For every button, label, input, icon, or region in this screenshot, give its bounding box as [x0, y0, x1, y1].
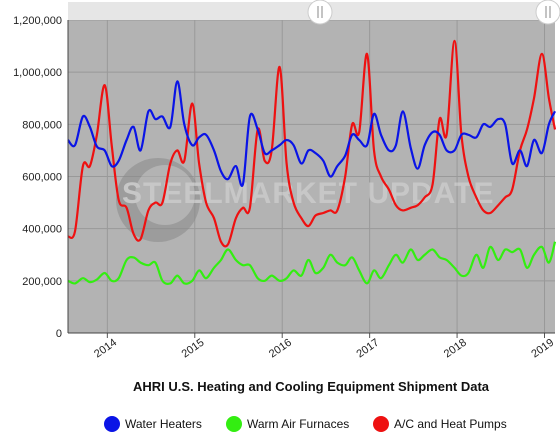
- y-tick-label: 800,000: [22, 119, 62, 131]
- legend: Water Heaters Warm Air Furnaces A/C and He…: [104, 416, 507, 432]
- legend-label: Water Heaters: [125, 417, 202, 431]
- legend-item-warm-air-furnaces[interactable]: Warm Air Furnaces: [226, 416, 349, 432]
- legend-swatch: [373, 416, 389, 432]
- y-tick-label: 0: [56, 328, 62, 340]
- series-layer: [67, 39, 557, 285]
- x-tick-label: 2014: [92, 337, 119, 361]
- range-handle-right[interactable]: [535, 0, 560, 25]
- legend-item-water-heaters[interactable]: Water Heaters: [104, 416, 202, 432]
- y-tick-label: 1,000,000: [13, 67, 62, 79]
- series-line-warm-air-furnaces[interactable]: [67, 241, 557, 285]
- legend-swatch: [104, 416, 120, 432]
- y-tick-label: 600,000: [22, 172, 62, 184]
- legend-item-a-c-and-heat-pumps[interactable]: A/C and Heat Pumps: [373, 416, 507, 432]
- watermark-logo: STEELMARKET UPDATE: [116, 158, 494, 242]
- x-tick-label: 2017: [354, 337, 381, 361]
- x-tick-label: 2016: [267, 337, 294, 361]
- x-tick-label: 2018: [442, 337, 469, 361]
- series-line-a-c-and-heat-pumps[interactable]: [67, 39, 557, 248]
- legend-swatch: [226, 416, 242, 432]
- legend-label: A/C and Heat Pumps: [394, 417, 507, 431]
- y-axis: 0 200,000 400,000 600,000 800,000 1,000,000 1,…: [13, 15, 69, 340]
- legend-label: Warm Air Furnaces: [247, 417, 349, 431]
- y-tick-label: 400,000: [22, 224, 62, 236]
- x-axis: 2014 2015 2016 2017 2018 2019: [68, 332, 556, 361]
- y-tick-label: 200,000: [22, 276, 62, 288]
- y-tick-label: 1,200,000: [13, 15, 62, 27]
- x-tick-label: 2015: [180, 337, 207, 361]
- series-line-water-heaters[interactable]: [67, 80, 557, 188]
- chart-title: AHRI U.S. Heating and Cooling Equipment …: [133, 379, 490, 394]
- range-handle-left[interactable]: [307, 0, 333, 25]
- watermark-text: STEELMARKET UPDATE: [122, 177, 494, 210]
- x-tick-label: 2019: [529, 337, 556, 361]
